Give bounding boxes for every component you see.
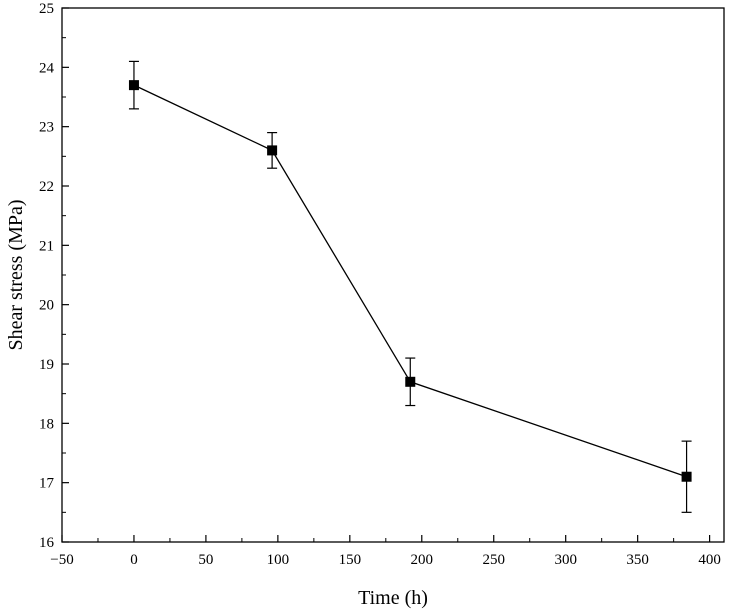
x-tick-label: 200 [411,552,434,568]
x-tick-label: 350 [626,552,649,568]
y-tick-label: 16 [39,535,55,551]
y-tick-label: 25 [39,1,54,17]
axis-ticks: −50 0 50 100 150 200 250 300 350 400 16 17 18 19 20 21 2… [39,1,721,568]
x-tick-label: 250 [482,552,505,568]
y-tick-label: 19 [39,357,54,373]
x-tick-label: 50 [198,552,213,568]
x-tick-label: 0 [130,552,138,568]
y-tick-label: 18 [39,416,54,432]
x-tick-label: 100 [267,552,290,568]
data-point-marker [681,471,692,482]
series-line [133,84,687,478]
x-tick-label: 400 [698,552,721,568]
x-tick-label: 150 [339,552,362,568]
data-point-marker [405,376,416,387]
y-tick-label: 17 [39,476,55,492]
y-tick-label: 20 [39,298,54,314]
x-axis-title: Time (h) [358,587,428,609]
data-point-marker [128,80,139,91]
y-tick-label: 22 [39,179,54,195]
x-tick-label: −50 [50,552,73,568]
y-tick-label: 21 [39,238,54,254]
y-axis-title: Shear stress (MPa) [5,199,27,350]
y-tick-label: 23 [39,120,54,136]
data-point-marker [267,145,278,156]
x-tick-label: 300 [554,552,577,568]
plot-frame [61,7,725,543]
plot-data [128,60,692,513]
y-tick-label: 24 [39,60,55,76]
